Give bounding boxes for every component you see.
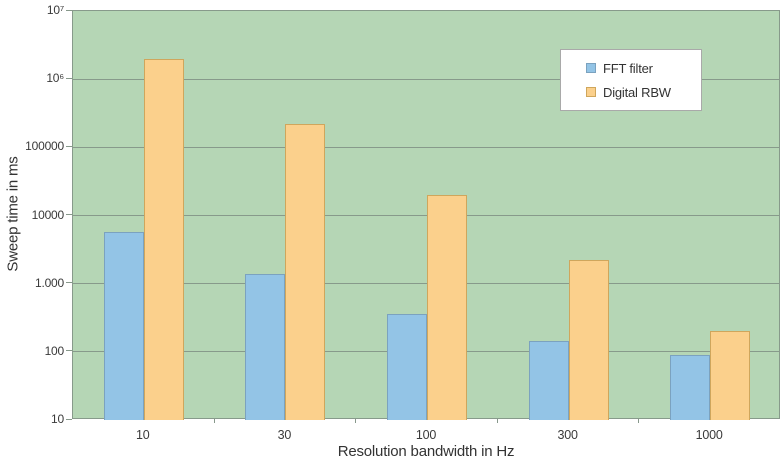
legend-swatch-fft-filter-icon bbox=[586, 63, 596, 73]
y-tick-label: 10 bbox=[51, 412, 64, 426]
x-category-label: 10 bbox=[136, 428, 150, 442]
legend-label-digital-rbw: Digital RBW bbox=[603, 84, 671, 100]
x-tick bbox=[355, 419, 357, 423]
y-tick bbox=[66, 9, 72, 11]
bar-fft-filter-300hz bbox=[528, 340, 569, 420]
legend-item-fft-filter: FFT filter bbox=[586, 61, 701, 76]
gridline bbox=[73, 215, 779, 216]
y-tick-label: 100 bbox=[44, 343, 65, 358]
y-tick-label: 1.000 bbox=[34, 275, 64, 290]
bar-fft-filter-10hz bbox=[103, 231, 144, 420]
y-tick bbox=[66, 214, 72, 215]
bar-fft-filter-1000hz bbox=[670, 354, 711, 420]
gridline bbox=[73, 283, 779, 285]
x-category-label: 1000 bbox=[695, 428, 723, 442]
bar-digital-rbw-100hz bbox=[427, 194, 467, 420]
bar-digital-rbw-300hz bbox=[568, 260, 609, 420]
x-category-label: 300 bbox=[557, 428, 578, 442]
y-tick-label: 100000 bbox=[25, 139, 64, 154]
gridline bbox=[73, 146, 779, 148]
legend: FFT filter Digital RBW bbox=[560, 49, 702, 111]
y-axis-title: Sweep time in ms bbox=[4, 156, 22, 272]
y-tick bbox=[66, 418, 72, 420]
x-tick bbox=[496, 419, 498, 423]
y-tick bbox=[66, 350, 72, 352]
y-tick bbox=[66, 77, 72, 79]
y-tick bbox=[66, 145, 72, 147]
legend-swatch-digital-rbw-icon bbox=[586, 87, 596, 97]
x-category-label: 30 bbox=[277, 428, 292, 442]
y-tick-label: 10⁶ bbox=[46, 71, 64, 86]
bar-digital-rbw-1000hz bbox=[710, 331, 751, 420]
legend-item-digital-rbw: Digital RBW bbox=[586, 85, 701, 100]
bar-digital-rbw-10hz bbox=[143, 58, 184, 420]
y-tick bbox=[66, 282, 72, 284]
x-tick bbox=[213, 419, 215, 423]
bar-fft-filter-100hz bbox=[387, 313, 427, 420]
bar-digital-rbw-30hz bbox=[285, 123, 326, 420]
x-axis-title: Resolution bandwidth in Hz bbox=[337, 443, 515, 460]
y-tick-label: 10⁷ bbox=[46, 3, 64, 17]
gridline bbox=[73, 78, 779, 80]
x-tick bbox=[638, 419, 640, 423]
bar-fft-filter-30hz bbox=[245, 273, 286, 420]
x-category-label: 100 bbox=[415, 428, 437, 442]
y-tick-label: 10000 bbox=[31, 207, 65, 222]
legend-label-fft-filter: FFT filter bbox=[603, 60, 653, 76]
